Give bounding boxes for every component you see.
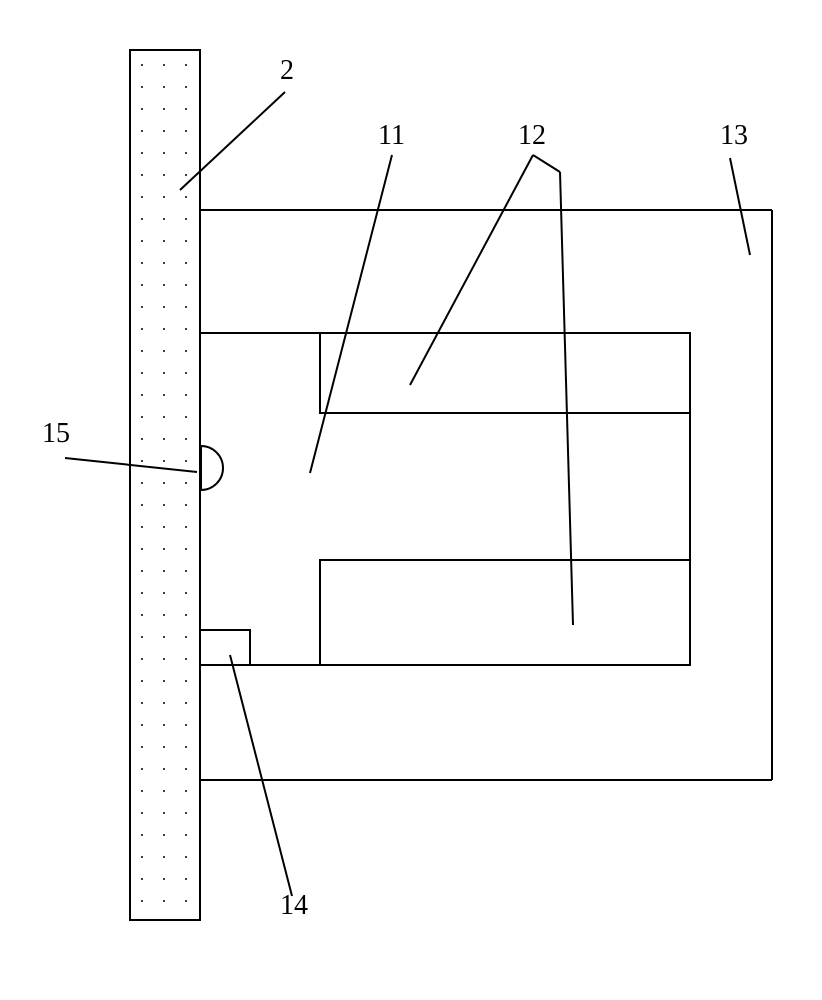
label-15: 15 — [42, 418, 70, 450]
label-12: 12 — [518, 120, 546, 152]
leader-13 — [730, 158, 750, 255]
diagram-svg — [0, 0, 822, 1000]
label-14: 14 — [280, 890, 308, 922]
leader-11 — [310, 155, 392, 473]
label-11: 11 — [378, 120, 405, 152]
leader-2 — [180, 92, 285, 190]
small-block — [200, 630, 250, 665]
label-2: 2 — [280, 55, 294, 87]
leader-12-junction — [533, 155, 560, 172]
upper-inner-block — [320, 333, 690, 413]
label-13: 13 — [720, 120, 748, 152]
leader-12a — [410, 155, 533, 385]
lower-inner-block — [320, 560, 690, 665]
half-circle — [201, 446, 223, 490]
leader-12b — [560, 172, 573, 625]
diagram-container: 2 11 12 13 14 15 — [0, 0, 822, 1000]
leader-14 — [230, 655, 292, 896]
